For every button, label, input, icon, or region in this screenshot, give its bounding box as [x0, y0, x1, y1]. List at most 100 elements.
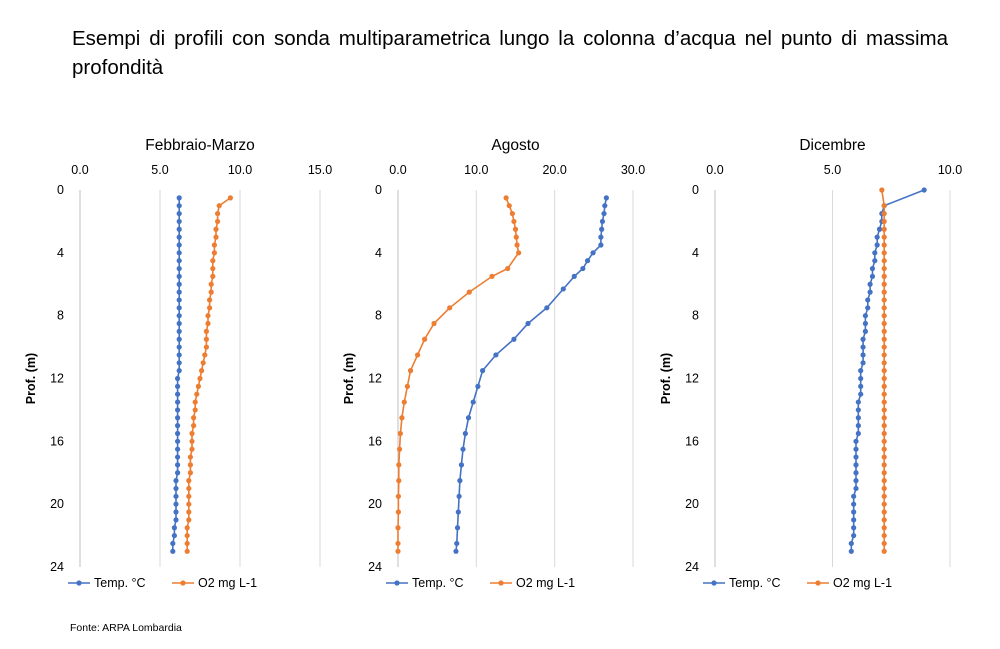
chart-title: Agosto — [491, 137, 539, 154]
data-point — [189, 430, 195, 437]
data-point — [396, 478, 402, 484]
data-point — [599, 218, 606, 225]
data-point — [454, 540, 460, 547]
data-point — [184, 540, 190, 547]
data-point — [189, 446, 195, 452]
data-point — [175, 430, 181, 437]
series-line-temp — [172, 197, 180, 552]
y-axis-title: Prof. (m) — [659, 353, 673, 404]
data-point — [851, 501, 857, 507]
data-point — [396, 446, 403, 452]
data-point — [858, 383, 864, 389]
data-point — [395, 548, 401, 554]
data-point — [881, 446, 887, 452]
data-point — [881, 360, 887, 366]
data-point — [881, 336, 887, 342]
data-point — [881, 407, 887, 413]
data-point — [176, 352, 182, 358]
data-point — [874, 242, 880, 248]
data-point — [395, 493, 401, 499]
data-point — [397, 430, 403, 437]
data-point — [881, 438, 887, 444]
data-point — [862, 313, 868, 319]
data-point — [422, 336, 428, 342]
data-point — [175, 399, 181, 405]
x-tick-label: 10.0 — [464, 163, 488, 177]
data-point — [881, 517, 887, 523]
data-point — [176, 360, 182, 366]
data-point — [881, 203, 887, 209]
data-point — [395, 540, 401, 547]
x-tick-label: 5.0 — [151, 163, 168, 177]
y-tick-label: 16 — [368, 434, 382, 448]
legend-marker — [76, 580, 82, 586]
data-point — [192, 407, 198, 413]
data-point — [210, 265, 216, 272]
data-point — [860, 352, 866, 358]
data-point — [176, 210, 182, 217]
data-point — [881, 454, 887, 460]
data-point — [869, 273, 876, 279]
data-point — [872, 258, 878, 264]
data-point — [211, 250, 217, 256]
data-point — [186, 509, 192, 515]
data-point — [598, 242, 604, 248]
data-point — [175, 462, 181, 468]
data-point — [865, 297, 871, 303]
data-point — [881, 344, 887, 350]
data-point — [176, 336, 182, 342]
data-point — [881, 415, 887, 421]
data-point — [862, 328, 868, 334]
x-tick-label: 0.0 — [389, 163, 406, 177]
data-point — [176, 273, 182, 279]
data-point — [454, 525, 461, 531]
data-point — [860, 344, 866, 350]
data-point — [881, 532, 887, 539]
legend-marker — [180, 580, 186, 586]
data-point — [506, 203, 512, 209]
data-point — [465, 415, 472, 421]
x-tick-label: 20.0 — [542, 163, 566, 177]
data-point — [869, 265, 876, 272]
data-point — [396, 462, 402, 468]
data-point — [447, 305, 453, 311]
data-point — [203, 336, 209, 342]
data-point — [455, 509, 461, 515]
legend-marker — [498, 580, 504, 586]
source-note: Fonte: ARPA Lombardia — [70, 622, 182, 634]
data-point — [505, 265, 511, 272]
data-point — [881, 258, 887, 264]
data-point — [176, 250, 182, 256]
data-point — [176, 242, 182, 248]
data-point — [881, 234, 887, 240]
data-point — [560, 286, 566, 292]
data-point — [881, 470, 887, 476]
data-point — [603, 195, 609, 201]
data-point — [511, 218, 517, 225]
data-point — [853, 454, 859, 460]
data-point — [401, 399, 407, 405]
data-point — [876, 226, 883, 232]
x-tick-label: 0.0 — [706, 163, 723, 177]
data-point — [175, 454, 181, 460]
data-point — [881, 320, 887, 327]
data-point — [184, 548, 190, 554]
data-point — [215, 218, 221, 225]
data-point — [184, 525, 190, 531]
data-point — [881, 540, 887, 547]
data-point — [509, 210, 515, 217]
y-tick-label: 16 — [50, 434, 64, 448]
data-point — [171, 525, 177, 531]
y-tick-label: 4 — [375, 246, 382, 260]
data-point — [176, 328, 182, 334]
data-point — [851, 532, 857, 539]
data-point — [176, 203, 182, 209]
legend-marker — [711, 580, 717, 586]
data-point — [881, 226, 887, 232]
data-point — [853, 470, 859, 476]
y-tick-label: 20 — [368, 497, 382, 511]
data-point — [590, 250, 596, 256]
data-point — [855, 407, 861, 413]
data-point — [881, 485, 887, 492]
data-point — [203, 328, 209, 334]
